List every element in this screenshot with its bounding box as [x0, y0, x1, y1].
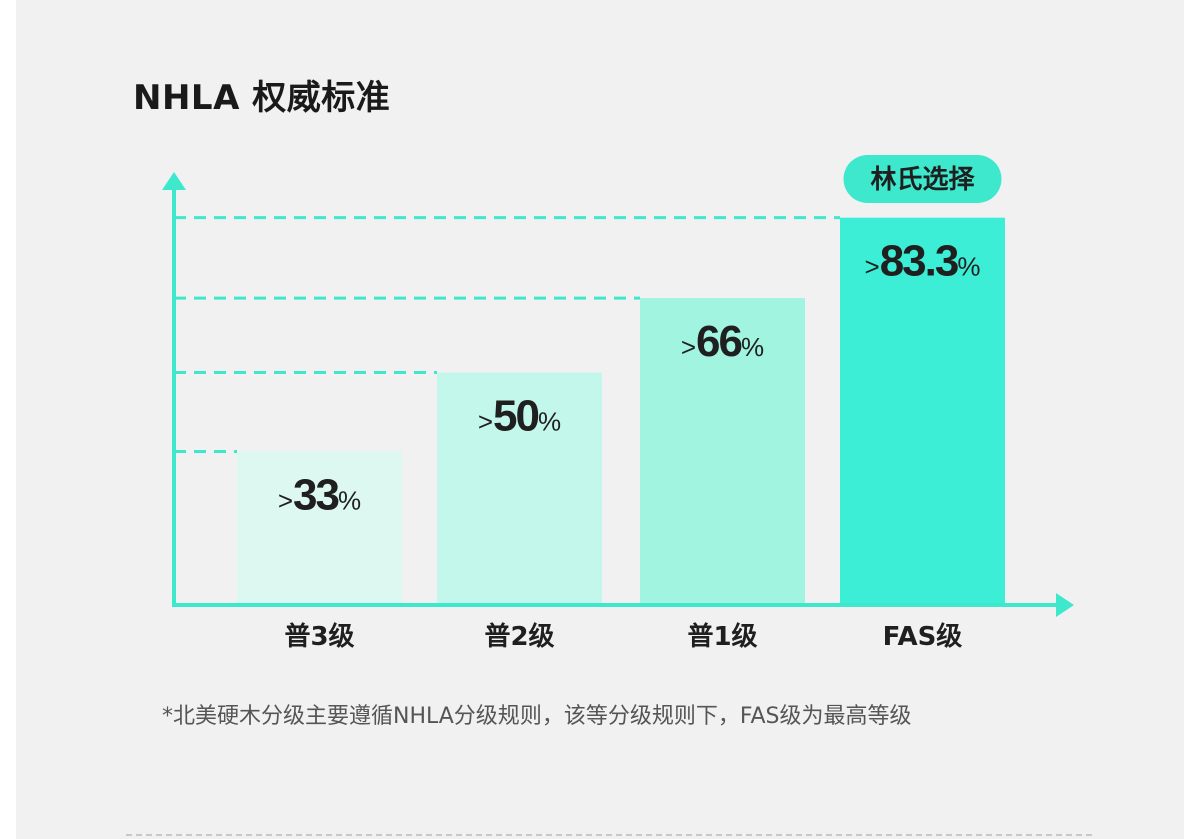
highlight-badge-label: 林氏选择: [870, 165, 975, 195]
value-prefix: >: [278, 486, 293, 516]
value-number: 83.3: [880, 237, 958, 286]
value-number: 33: [293, 471, 338, 520]
x-axis-arrow: [1056, 593, 1074, 617]
bars: [237, 217, 1005, 605]
bottom-divider: [126, 834, 1092, 836]
value-unit: %: [957, 252, 980, 282]
value-number: 66: [696, 317, 741, 366]
bar-4: [840, 217, 1005, 605]
category-label: 普1级: [687, 621, 757, 652]
footnote: *北美硬木分级主要遵循NHLA分级规则，该等分级规则下，FAS级为最高等级: [162, 704, 912, 729]
bar-chart: >33% 普3级 >50% 普2级 >66% 普1级 >83.3% FAS级 林氏选择: [162, 155, 1074, 652]
value-unit: %: [741, 332, 764, 362]
axes: [162, 172, 1074, 617]
value-unit: %: [538, 407, 561, 437]
value-label: >50%: [478, 392, 561, 441]
chart-title: NHLA 权威标准: [133, 78, 391, 118]
value-label: >83.3%: [865, 237, 981, 286]
bar-2: [437, 372, 602, 605]
value-label: >66%: [681, 317, 764, 366]
category-label: 普2级: [484, 621, 554, 652]
category-label: 普3级: [284, 621, 354, 652]
labels: >33% 普3级 >50% 普2级 >66% 普1级 >83.3% FAS级 林氏选择: [278, 155, 1002, 652]
bar-1: [237, 451, 402, 605]
category-label: FAS级: [883, 621, 963, 652]
y-axis-arrow: [162, 172, 186, 190]
value-unit: %: [338, 486, 361, 516]
value-label: >33%: [278, 471, 361, 520]
value-number: 50: [493, 392, 538, 441]
value-prefix: >: [681, 332, 696, 362]
value-prefix: >: [478, 407, 493, 437]
highlight-badge: [843, 155, 1002, 203]
value-prefix: >: [865, 252, 880, 282]
guide-lines: [174, 216, 840, 454]
bar-3: [640, 298, 805, 605]
